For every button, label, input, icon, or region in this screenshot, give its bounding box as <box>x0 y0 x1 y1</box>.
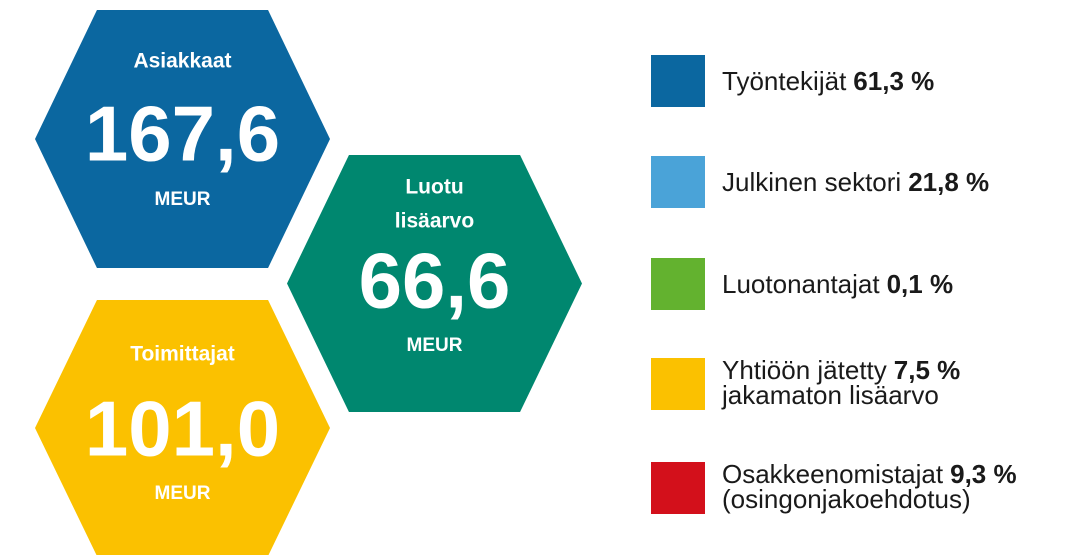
hexagon-label: lisäarvo <box>395 210 474 233</box>
hexagon-group: Luotu lisäarvo 66,6 MEUR <box>287 155 582 412</box>
hexagon-label: Asiakkaat <box>133 50 231 73</box>
hexagon <box>35 10 330 268</box>
legend-text: Luotonantajat 0,1 % <box>722 269 953 299</box>
legend-label: Luotonantajat <box>722 269 880 299</box>
legend-label: Yhtiöön jätetty <box>722 355 887 385</box>
legend-label: Osakkeenomistajat <box>722 459 944 489</box>
hexagon <box>287 155 582 412</box>
hexagon-label: Toimittajat <box>130 343 235 366</box>
legend-item: Luotonantajat 0,1 % <box>651 258 953 310</box>
legend-item: Yhtiöön jätetty 7,5 %jakamaton lisäarvo <box>651 355 960 410</box>
legend-text: Osakkeenomistajat 9,3 % <box>722 459 1017 489</box>
legend-swatch <box>651 358 705 410</box>
legend-text: Työntekijät 61,3 % <box>722 66 934 96</box>
legend-value: 0,1 % <box>887 269 954 299</box>
legend-swatch <box>651 462 705 514</box>
legend-item: Työntekijät 61,3 % <box>651 55 934 107</box>
hexagon-group: Asiakkaat 167,6 MEUR <box>35 10 330 268</box>
legend-item: Osakkeenomistajat 9,3 %(osingonjakoehdotu… <box>651 459 1017 514</box>
legend-text: Yhtiöön jätetty 7,5 % <box>722 355 960 385</box>
legend-second-line: (osingonjakoehdotus) <box>722 484 971 514</box>
legend-swatch <box>651 55 705 107</box>
legend-value: 9,3 % <box>950 459 1017 489</box>
hexagon <box>35 300 330 555</box>
legend-second-line: jakamaton lisäarvo <box>721 380 939 410</box>
legend-text: Julkinen sektori 21,8 % <box>722 167 989 197</box>
hexagon-label: Luotu <box>405 176 463 199</box>
legend-swatch <box>651 156 705 208</box>
legend-swatch <box>651 258 705 310</box>
legend-value: 7,5 % <box>894 355 961 385</box>
hexagon-group: Toimittajat 101,0 MEUR <box>35 300 330 555</box>
legend-label: Työntekijät <box>722 66 847 96</box>
legend-value: 21,8 % <box>908 167 989 197</box>
legend-item: Julkinen sektori 21,8 % <box>651 156 989 208</box>
hexagon-unit: MEUR <box>155 483 211 504</box>
hexagon-value: 66,6 <box>359 237 511 325</box>
hexagon-value: 167,6 <box>85 90 280 178</box>
hexagon-unit: MEUR <box>155 189 211 210</box>
legend-value: 61,3 % <box>853 66 934 96</box>
legend-label: Julkinen sektori <box>722 167 901 197</box>
hexagon-value: 101,0 <box>85 385 280 473</box>
hexagon-unit: MEUR <box>407 335 463 356</box>
